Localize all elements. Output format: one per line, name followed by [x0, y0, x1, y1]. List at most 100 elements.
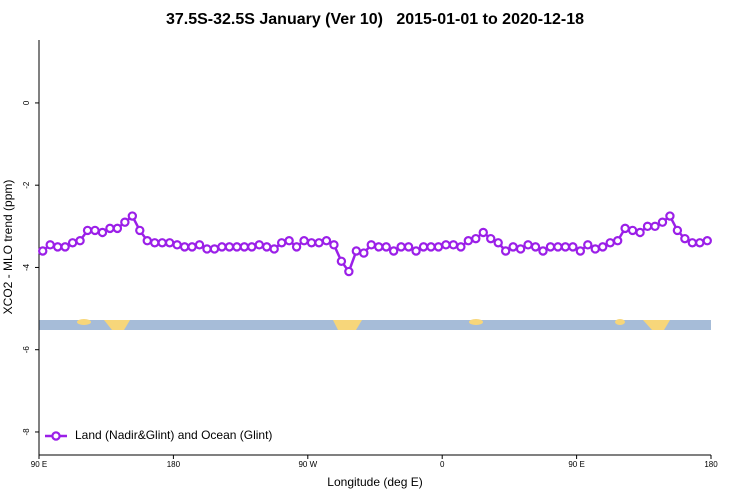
data-point [486, 233, 496, 244]
data-point [635, 227, 645, 238]
y-tick-label: 0 [22, 100, 31, 105]
data-point [269, 244, 279, 254]
data-point [388, 246, 399, 256]
data-point [471, 233, 481, 244]
data-point [179, 242, 190, 252]
data-point [530, 242, 541, 252]
data-point [523, 240, 533, 250]
data-point [209, 244, 220, 254]
y-tick-label: -6 [22, 346, 31, 354]
data-point [314, 238, 324, 248]
data-point [60, 242, 70, 252]
data-point [396, 242, 406, 252]
data-point [232, 242, 242, 252]
x-tick-label: 0 [440, 460, 445, 469]
data-point [403, 242, 414, 252]
data-point [374, 242, 384, 252]
data-point [441, 240, 451, 250]
data-point [695, 238, 705, 248]
data-point [67, 238, 78, 248]
data-point [254, 240, 264, 250]
data-point [82, 225, 93, 236]
x-tick-label: 180 [704, 460, 718, 469]
data-point [515, 244, 526, 254]
data-point [224, 242, 235, 252]
data-point [590, 244, 600, 254]
data-point [433, 242, 444, 252]
chart-title: 37.5S-32.5S January (Ver 10) 2015-01-01 … [166, 11, 584, 28]
data-point [583, 240, 593, 250]
data-point [620, 223, 630, 234]
data-point [291, 242, 302, 252]
data-point [456, 242, 466, 252]
y-tick-label: -8 [22, 428, 31, 436]
data-point [598, 242, 608, 252]
data-point [545, 242, 556, 252]
data-point [359, 248, 369, 258]
data-point [194, 240, 205, 250]
y-tick-label: -4 [22, 263, 31, 271]
data-point [112, 223, 123, 234]
data-point [680, 233, 690, 244]
data-point [500, 246, 511, 256]
data-point [351, 246, 362, 256]
data-point [157, 238, 167, 248]
data-point [135, 225, 145, 236]
data-point [142, 236, 152, 246]
data-point [52, 242, 63, 252]
data-point [493, 238, 503, 248]
data-point [702, 236, 712, 246]
data-point [75, 236, 85, 246]
data-point [568, 242, 578, 252]
data-point [448, 240, 459, 250]
data-point [299, 236, 309, 246]
data-point [276, 238, 287, 248]
data-point [612, 236, 623, 246]
data-point [627, 225, 638, 236]
data-point [366, 240, 376, 250]
data-point [508, 242, 518, 252]
data-point [306, 238, 317, 248]
map-strip [39, 319, 711, 330]
y-tick-label: -2 [22, 181, 31, 189]
data-point [172, 240, 182, 250]
data-point [560, 242, 571, 252]
data-point [262, 242, 272, 252]
data-point [164, 238, 175, 248]
data-point [344, 266, 354, 277]
data-point [217, 242, 227, 252]
data-point [463, 236, 474, 246]
data-point [381, 242, 391, 252]
data-point [642, 221, 653, 232]
data-point [45, 240, 55, 250]
data-point [672, 225, 683, 236]
data-point [650, 221, 660, 232]
data-point [284, 236, 294, 246]
y-axis-label: XCO2 - MLO trend (ppm) [1, 180, 15, 315]
data-point [321, 236, 332, 246]
data-point [329, 240, 339, 250]
legend-label: Land (Nadir&Glint) and Ocean (Glint) [75, 428, 272, 442]
x-tick-label: 90 W [298, 460, 317, 469]
x-tick-label: 180 [167, 460, 181, 469]
data-point [575, 246, 586, 256]
data-point [90, 225, 100, 236]
data-point [538, 246, 548, 256]
data-point [120, 217, 130, 227]
data-point [127, 211, 138, 221]
data-point [426, 242, 436, 252]
data-point [418, 242, 429, 252]
x-tick-label: 90 E [31, 460, 47, 469]
data-point [239, 242, 250, 252]
data-point [105, 223, 115, 234]
data-point [38, 246, 48, 256]
legend-swatch-marker [51, 431, 61, 441]
data-point [202, 244, 212, 254]
data-point [665, 211, 675, 221]
data-point [553, 242, 563, 252]
data-point [247, 242, 257, 252]
data-point [150, 238, 160, 248]
data-point [97, 227, 108, 238]
data-point [187, 242, 197, 252]
